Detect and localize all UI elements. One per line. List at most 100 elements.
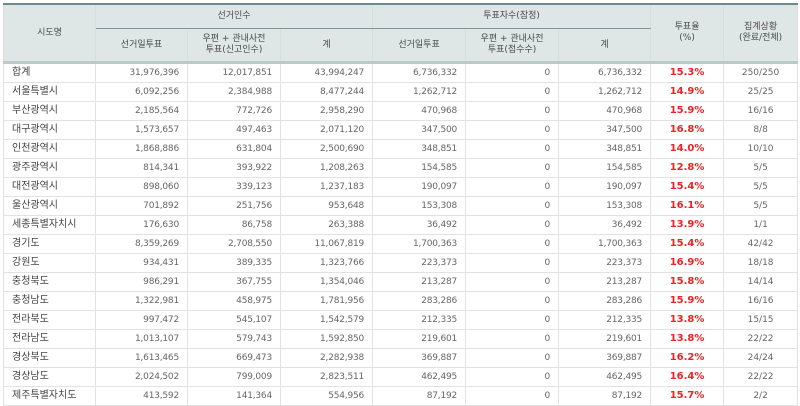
electorate-election-day-cell: 986,291 [95, 272, 188, 292]
table-row: 부산광역시 2,185,564 772,726 2,958,290 470,968 0 47… [3, 101, 799, 121]
count-status-cell: 16/16 [723, 101, 799, 121]
region-cell: 합계 [3, 62, 96, 83]
count-status-cell: 15/15 [723, 310, 799, 330]
count-status-cell: 1/1 [723, 215, 799, 235]
voters-mail-early-cell: 0 [465, 158, 560, 178]
count-status-cell: 10/10 [723, 139, 799, 159]
electorate-mail-early-cell: 772,726 [187, 101, 281, 121]
electorate-election-day-cell: 8,359,269 [95, 234, 188, 254]
voters-election-day-cell: 212,335 [372, 310, 467, 330]
turnout-rate-cell: 13.8% [650, 310, 725, 330]
electorate-total-cell: 2,282,938 [279, 348, 374, 368]
count-status-cell: 22/22 [723, 367, 799, 387]
voters-total-cell: 348,851 [558, 139, 652, 159]
table-row: 대전광역시 898,060 339,123 1,237,183 190,097 0 190,… [3, 177, 799, 197]
electorate-election-day-cell: 2,024,502 [95, 367, 188, 387]
table-row: 서울특별시 6,092,256 2,384,988 8,477,244 1,262,71… [3, 82, 799, 102]
electorate-mail-early-cell: 367,755 [187, 272, 281, 292]
count-status-cell: 8/8 [723, 120, 799, 140]
header-voters-election-day: 선거일투표 [372, 28, 467, 64]
voters-total-cell: 1,700,363 [558, 234, 652, 254]
voters-mail-early-cell: 0 [465, 234, 560, 254]
region-cell: 충청남도 [3, 291, 96, 311]
voters-election-day-cell: 348,851 [372, 139, 467, 159]
region-cell: 강원도 [3, 253, 96, 273]
electorate-mail-early-cell: 579,743 [187, 329, 281, 349]
header-electorate-election-day: 선거일투표 [95, 28, 188, 64]
voters-total-cell: 347,500 [558, 120, 652, 140]
electorate-election-day-cell: 1,868,886 [95, 139, 188, 159]
electorate-election-day-cell: 1,322,981 [95, 291, 188, 311]
table-row: 제주특별자치도 413,592 141,364 554,956 87,192 0 87,19… [3, 386, 799, 406]
region-cell: 대전광역시 [3, 177, 96, 197]
voters-mail-early-cell: 0 [465, 82, 560, 102]
turnout-rate-cell: 14.0% [650, 139, 725, 159]
turnout-rate-cell: 15.4% [650, 177, 725, 197]
voters-mail-early-cell: 0 [465, 215, 560, 235]
turnout-rate-cell: 15.8% [650, 272, 725, 292]
turnout-table: 시도명 선거인수 투표자수(잠정) 투표율 (%) 집계상황 (완료/전체) 선거일… [3, 3, 799, 406]
electorate-total-cell: 1,781,956 [279, 291, 374, 311]
count-status-cell: 14/14 [723, 272, 799, 292]
electorate-election-day-cell: 1,573,657 [95, 120, 188, 140]
voters-election-day-cell: 223,373 [372, 253, 467, 273]
voters-election-day-cell: 1,700,363 [372, 234, 467, 254]
table-row: 전라북도 997,472 545,107 1,542,579 212,335 0 212,3… [3, 310, 799, 330]
voters-mail-early-cell: 0 [465, 120, 560, 140]
electorate-total-cell: 1,237,183 [279, 177, 374, 197]
header-status: 집계상황 (완료/전체) [723, 3, 799, 64]
electorate-total-cell: 2,958,290 [279, 101, 374, 121]
electorate-election-day-cell: 701,892 [95, 196, 188, 216]
region-cell: 경기도 [3, 234, 96, 254]
electorate-mail-early-cell: 251,756 [187, 196, 281, 216]
voters-total-cell: 36,492 [558, 215, 652, 235]
turnout-rate-cell: 16.9% [650, 253, 725, 273]
table-row: 세종특별자치시 176,630 86,758 263,388 36,492 0 36,492… [3, 215, 799, 235]
voters-total-cell: 213,287 [558, 272, 652, 292]
region-cell: 제주특별자치도 [3, 386, 96, 406]
electorate-mail-early-cell: 86,758 [187, 215, 281, 235]
electorate-mail-early-cell: 2,708,550 [187, 234, 281, 254]
count-status-cell: 42/42 [723, 234, 799, 254]
voters-mail-early-cell: 0 [465, 253, 560, 273]
voters-mail-early-cell: 0 [465, 272, 560, 292]
voters-total-cell: 1,262,712 [558, 82, 652, 102]
turnout-rate-cell: 15.7% [650, 386, 725, 406]
electorate-election-day-cell: 1,613,465 [95, 348, 188, 368]
electorate-election-day-cell: 814,341 [95, 158, 188, 178]
turnout-rate-cell: 15.3% [650, 62, 725, 83]
count-status-cell: 24/24 [723, 348, 799, 368]
voters-total-cell: 470,968 [558, 101, 652, 121]
header-electorate-group: 선거인수 [94, 3, 374, 29]
table-row: 충청남도 1,322,981 458,975 1,781,956 283,286 0 283… [3, 291, 799, 311]
voters-mail-early-cell: 0 [465, 310, 560, 330]
header-voters-group: 투표자수(잠정) [372, 3, 652, 29]
voters-total-cell: 219,601 [558, 329, 652, 349]
electorate-mail-early-cell: 2,384,988 [187, 82, 281, 102]
turnout-rate-cell: 16.1% [650, 196, 725, 216]
region-cell: 경상북도 [3, 348, 96, 368]
turnout-rate-cell: 16.2% [650, 348, 725, 368]
voters-election-day-cell: 6,736,332 [372, 62, 467, 83]
voters-mail-early-cell: 0 [465, 177, 560, 197]
header-turnout: 투표율 (%) [650, 3, 725, 64]
voters-total-cell: 369,887 [558, 348, 652, 368]
electorate-election-day-cell: 934,431 [95, 253, 188, 273]
turnout-rate-cell: 13.9% [650, 215, 725, 235]
electorate-total-cell: 554,956 [279, 386, 374, 406]
electorate-total-cell: 1,592,850 [279, 329, 374, 349]
region-cell: 충청북도 [3, 272, 96, 292]
electorate-mail-early-cell: 393,922 [187, 158, 281, 178]
electorate-election-day-cell: 898,060 [95, 177, 188, 197]
voters-total-cell: 223,373 [558, 253, 652, 273]
count-status-cell: 5/5 [723, 196, 799, 216]
voters-mail-early-cell: 0 [465, 367, 560, 387]
voters-election-day-cell: 213,287 [372, 272, 467, 292]
voters-election-day-cell: 462,495 [372, 367, 467, 387]
voters-election-day-cell: 347,500 [372, 120, 467, 140]
voters-mail-early-cell: 0 [465, 101, 560, 121]
voters-mail-early-cell: 0 [465, 196, 560, 216]
header-voters-mail-early: 우편 + 관내사전 투표(접수수) [465, 28, 560, 64]
voters-mail-early-cell: 0 [465, 62, 560, 83]
header-voters-total: 계 [558, 28, 652, 64]
